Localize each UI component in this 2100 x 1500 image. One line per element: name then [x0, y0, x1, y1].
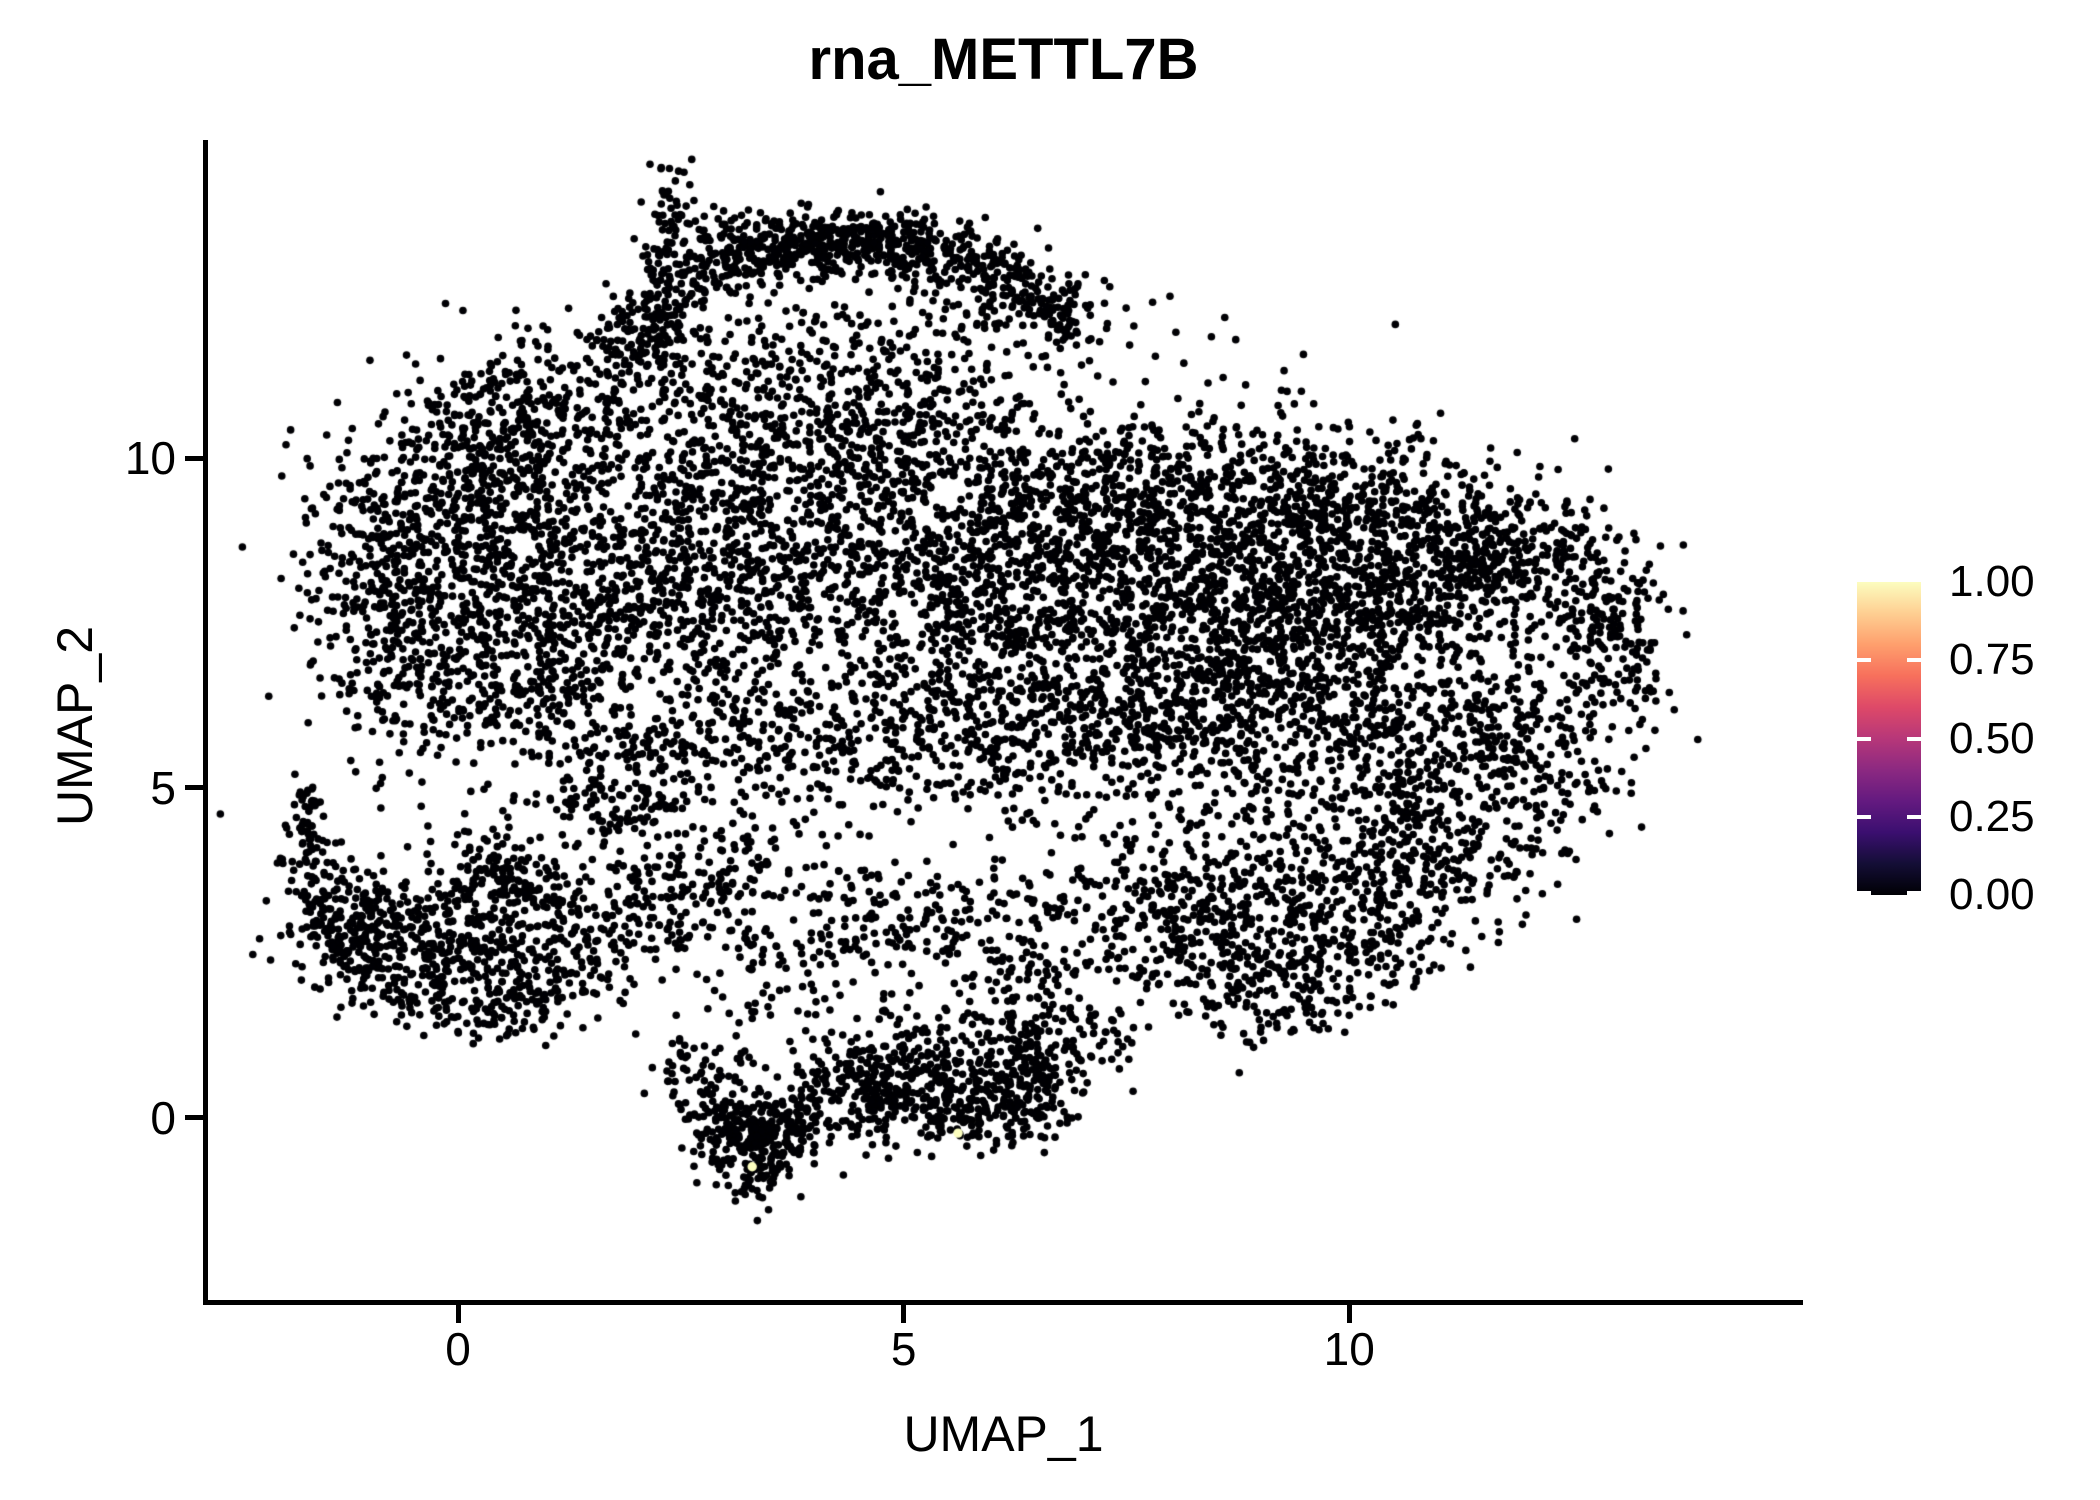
colorbar-tick-label: 0.00: [1949, 870, 2035, 919]
y-tick-mark: [185, 455, 203, 461]
colorbar-tick-dash-left: [1857, 814, 1871, 819]
x-tick-mark: [1346, 1305, 1352, 1323]
y-axis-title: UMAP_2: [47, 625, 103, 827]
colorbar-tick-dash-left: [1857, 736, 1871, 741]
x-tick-label: 10: [1323, 1323, 1375, 1375]
y-tick-label: 0: [150, 1091, 176, 1144]
colorbar-tick-label: 0.75: [1949, 635, 2035, 685]
y-axis-line: [203, 140, 208, 1304]
colorbar-tick-dash-left: [1857, 658, 1871, 663]
colorbar-tick-dash-right: [1907, 658, 1921, 663]
colorbar-tick-dash-right: [1907, 814, 1921, 819]
x-tick-mark: [455, 1305, 461, 1323]
colorbar-tick-label: 0.25: [1949, 791, 2035, 841]
colorbar-tick-label: 1.00: [1949, 557, 2035, 606]
y-tick-label: 10: [124, 432, 176, 485]
x-tick-label: 0: [445, 1323, 471, 1375]
x-axis-line: [203, 1300, 1803, 1305]
y-tick-mark: [185, 785, 203, 791]
y-tick-mark: [185, 1115, 203, 1121]
x-tick-mark: [901, 1305, 907, 1323]
colorbar-tick-label: 0.50: [1949, 713, 2035, 763]
x-tick-label: 5: [890, 1323, 917, 1375]
plot-title: rna_METTL7B: [808, 27, 1199, 92]
y-tick-label: 5: [150, 761, 176, 814]
colorbar-tick-dash-right: [1907, 736, 1921, 741]
colorbar-tick-dash-left: [1857, 891, 1871, 895]
colorbar-tick-dash-right: [1907, 891, 1921, 895]
x-axis-title: UMAP_1: [903, 1406, 1104, 1462]
